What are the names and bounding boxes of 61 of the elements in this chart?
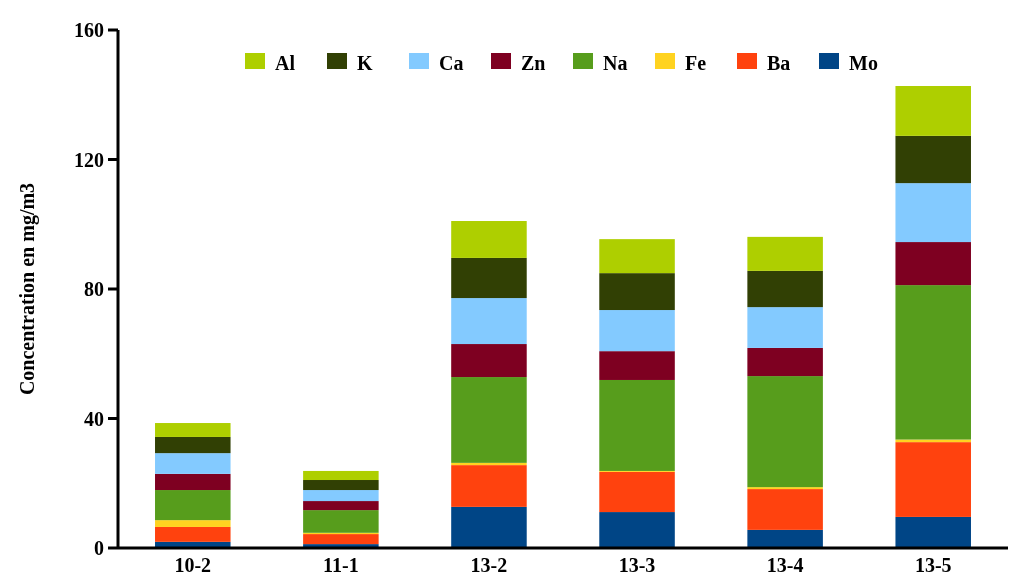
y-tick-label: 160 (74, 19, 104, 41)
bar (303, 490, 379, 502)
bar (451, 298, 527, 345)
x-tick-label: 13-5 (914, 554, 952, 576)
y-tick-label: 80 (84, 278, 104, 300)
legend-label: Fe (685, 52, 707, 74)
bar (451, 465, 527, 507)
legend-label: Na (603, 52, 628, 74)
bar (895, 135, 971, 184)
bar (155, 453, 231, 474)
x-tick-label: 13-2 (470, 554, 508, 576)
bar (303, 470, 379, 481)
bar (599, 471, 675, 513)
bar (747, 489, 823, 530)
y-tick-label: 40 (84, 407, 104, 430)
y-tick-label: 120 (74, 148, 104, 171)
bar (451, 257, 527, 299)
bar (303, 480, 379, 491)
bar (303, 501, 379, 511)
legend-label: Ba (767, 52, 791, 74)
bar (451, 344, 527, 378)
bar (599, 310, 675, 352)
bar (895, 183, 971, 243)
x-tick-label: 13-4 (766, 554, 804, 576)
bar (747, 347, 823, 377)
bar (747, 529, 823, 548)
bar (303, 510, 379, 533)
bar (895, 516, 971, 548)
legend-label: Al (275, 52, 296, 74)
bar (599, 379, 675, 471)
bar (747, 236, 823, 271)
bar (451, 506, 527, 548)
legend-label: Ca (439, 52, 464, 74)
bar (895, 86, 971, 136)
bar (155, 520, 231, 527)
x-tick-label: 10-2 (174, 554, 212, 576)
bar (155, 473, 231, 491)
bar (155, 436, 231, 454)
y-tick-label: 0 (94, 537, 104, 559)
x-tick-label: 11-1 (323, 554, 359, 576)
bar (895, 442, 971, 517)
bar (155, 526, 231, 542)
bar (155, 490, 231, 521)
bar (155, 423, 231, 437)
bar (747, 270, 823, 308)
bar (303, 534, 379, 545)
bar (451, 221, 527, 258)
legend-label: Mo (849, 52, 878, 74)
legend-label: K (357, 52, 373, 74)
x-tick-label: 13-3 (618, 554, 656, 576)
bar (895, 285, 971, 440)
bar (599, 512, 675, 548)
y-axis-title: Concentration en mg/m3 (16, 182, 39, 396)
bar (599, 351, 675, 380)
bar (599, 273, 675, 311)
legend-label: Zn (521, 52, 546, 74)
bar (451, 377, 527, 463)
bar (747, 307, 823, 348)
bar (747, 376, 823, 488)
bar (895, 242, 971, 286)
bar (599, 239, 675, 274)
